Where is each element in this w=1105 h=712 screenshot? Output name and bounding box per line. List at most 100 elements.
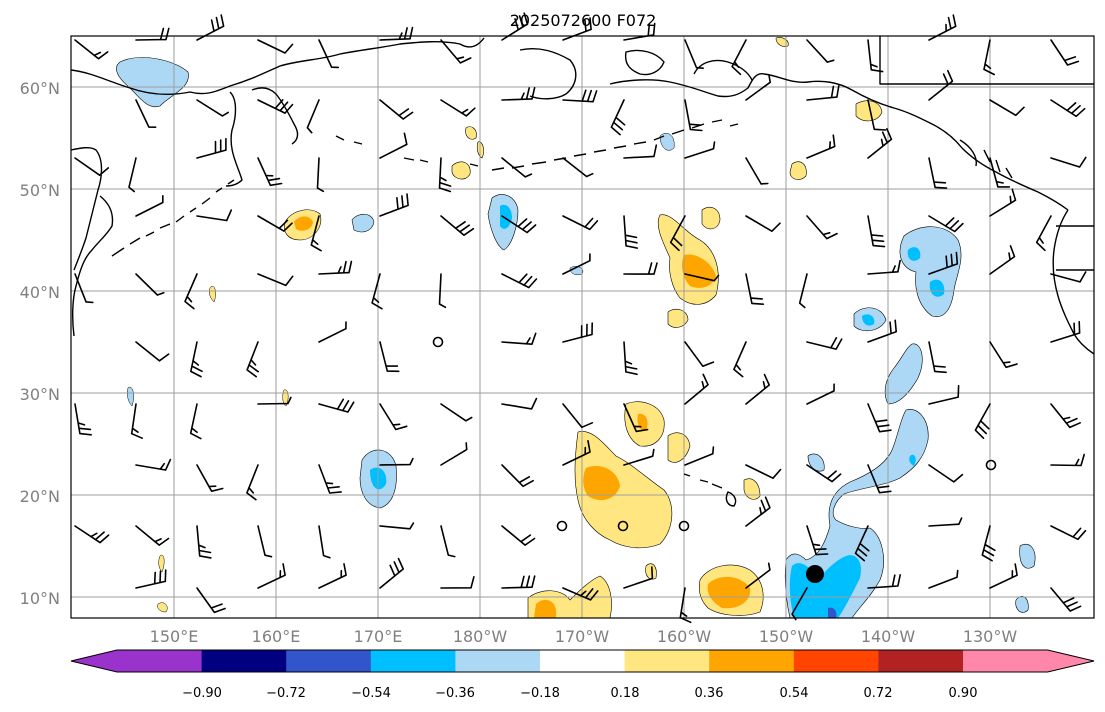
negative-anomaly-core bbox=[862, 314, 875, 326]
colorbar-swatch bbox=[540, 650, 626, 672]
calm-circle bbox=[432, 336, 444, 348]
wind-barb bbox=[135, 341, 170, 362]
wind-barb bbox=[745, 373, 770, 405]
wind-barb bbox=[806, 464, 842, 483]
wind-barb bbox=[318, 39, 340, 69]
wind-barb bbox=[562, 215, 599, 231]
wind-barb bbox=[989, 341, 1018, 369]
colorbar-swatch bbox=[370, 650, 456, 672]
positive-anomaly-core bbox=[534, 599, 556, 618]
wind-barb bbox=[1050, 271, 1087, 283]
wind-barb bbox=[745, 157, 769, 185]
colorbar-swatch bbox=[201, 650, 287, 672]
colorbar-tick-label: −0.72 bbox=[266, 686, 306, 701]
wind-barb bbox=[791, 587, 808, 621]
wind-barb bbox=[257, 157, 283, 187]
colorbar-swatch bbox=[878, 650, 964, 672]
lat-tick-label: 30°N bbox=[20, 385, 60, 404]
negative-anomaly-region bbox=[1019, 544, 1036, 569]
calm-circle bbox=[556, 520, 568, 532]
wind-barb bbox=[1050, 156, 1087, 168]
wind-barb bbox=[318, 321, 347, 343]
wind-barb bbox=[1050, 525, 1087, 541]
wind-barb bbox=[623, 262, 658, 275]
wind-barb bbox=[257, 99, 294, 114]
wind-barb bbox=[974, 403, 991, 439]
colorbar-swatch bbox=[963, 650, 1049, 672]
kamchatka-coast bbox=[225, 91, 243, 187]
lon-tick-label: 150°E bbox=[150, 627, 199, 646]
wind-barb bbox=[379, 99, 414, 120]
colorbar-tick-label: −0.36 bbox=[435, 686, 475, 701]
wind-barb bbox=[379, 193, 409, 217]
wind-barb bbox=[438, 273, 447, 309]
wind-barb bbox=[440, 99, 476, 117]
colorbar-tick-label: −0.54 bbox=[351, 686, 391, 701]
wind-barb bbox=[318, 260, 353, 275]
wind-barb bbox=[928, 517, 963, 527]
map-title: 2025072600 F072 bbox=[510, 11, 657, 30]
colorbar-extend-min bbox=[71, 650, 117, 672]
negative-anomaly-core-strong bbox=[828, 607, 837, 618]
wind-barb bbox=[928, 215, 964, 233]
lat-tick-label: 60°N bbox=[20, 79, 60, 98]
wind-barb bbox=[867, 464, 892, 494]
wind-barb bbox=[867, 403, 892, 433]
negative-anomaly-region bbox=[351, 213, 375, 233]
wind-barb bbox=[806, 383, 835, 405]
wind-barb bbox=[196, 209, 233, 222]
lon-tick-label: 160°W bbox=[657, 627, 712, 646]
wind-barb bbox=[867, 39, 884, 73]
wind-barb bbox=[806, 215, 838, 240]
positive-anomaly-core bbox=[707, 576, 751, 609]
positive-anomaly-region bbox=[208, 286, 216, 303]
negative-anomaly-core bbox=[929, 279, 945, 297]
positive-anomaly-region bbox=[789, 161, 807, 180]
calm-circle bbox=[617, 520, 629, 532]
sakhalin-coast bbox=[70, 147, 103, 271]
wind-barb bbox=[745, 464, 782, 479]
negative-anomaly-region bbox=[807, 453, 825, 472]
wind-barb bbox=[562, 157, 594, 178]
kamchatka-east-coast bbox=[251, 87, 299, 145]
colorbar-outline bbox=[70, 649, 1095, 673]
wind-barb bbox=[318, 563, 347, 589]
wind-barb bbox=[501, 157, 533, 178]
wind-barb bbox=[135, 27, 170, 41]
wind-barb bbox=[928, 384, 960, 405]
positive-anomaly-region bbox=[775, 37, 789, 47]
wind-barb bbox=[989, 157, 1011, 188]
wind-barb bbox=[501, 332, 537, 345]
wind-barb bbox=[928, 69, 954, 101]
wind-barb bbox=[610, 99, 626, 136]
wind-barb bbox=[1050, 403, 1081, 429]
coastlines bbox=[70, 36, 1095, 507]
wind-barb bbox=[379, 403, 408, 431]
wind-barb bbox=[989, 188, 1017, 217]
wind-barb bbox=[989, 99, 1025, 117]
lon-tick-label: 160°E bbox=[252, 627, 301, 646]
wind-barb bbox=[745, 496, 771, 527]
negative-anomaly-region bbox=[126, 386, 134, 407]
colorbar-swatch bbox=[286, 650, 372, 672]
wind-barb bbox=[806, 134, 836, 159]
wind-barb bbox=[438, 157, 452, 193]
wind-barb bbox=[257, 396, 292, 405]
positive-anomaly-region bbox=[158, 554, 165, 573]
us-west-coast bbox=[1052, 209, 1095, 355]
colorbar-swatch bbox=[624, 650, 710, 672]
wind-barb bbox=[989, 563, 1018, 589]
wind-barb bbox=[257, 525, 273, 558]
positive-anomaly-core bbox=[294, 216, 313, 231]
wind-barb bbox=[623, 566, 654, 589]
lon-axis: 150°E 160°E 170°E 180°W 170°W 160°W 150°… bbox=[150, 627, 1018, 646]
wind-barb bbox=[318, 398, 355, 413]
wind-barb bbox=[1050, 453, 1085, 467]
positive-anomaly-region bbox=[701, 207, 721, 230]
wind-barb bbox=[440, 215, 475, 236]
wind-barb bbox=[928, 251, 959, 275]
wind-barb bbox=[316, 157, 325, 193]
wind-barb bbox=[745, 273, 765, 305]
wind-barb bbox=[684, 99, 703, 132]
wind-barb bbox=[501, 575, 536, 589]
